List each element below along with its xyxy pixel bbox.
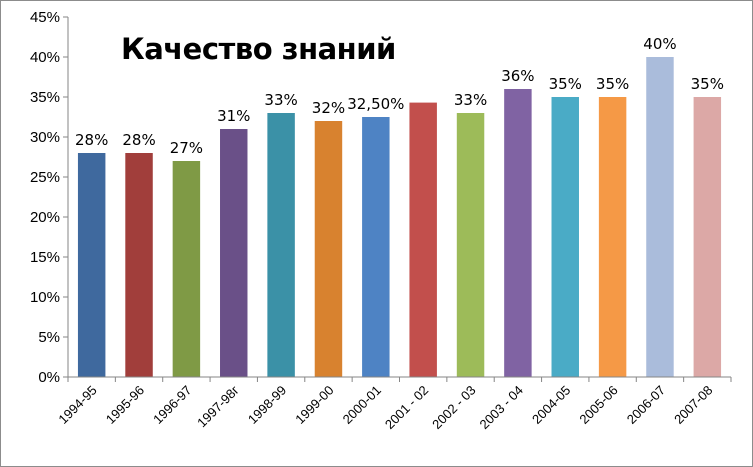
x-tick-label: 1994-95 <box>55 383 99 427</box>
x-axis: 1994-95 1995-96 1996-97 1997-98г 1998-99 1999… <box>55 376 732 432</box>
bar <box>456 113 485 377</box>
data-labels: 28% 28% 27% 31% 33% 32% 32,50% 33% 36% 35% 35% 40% 3… <box>75 35 724 157</box>
bar <box>598 97 627 377</box>
x-tick-label: 1995-96 <box>103 383 147 427</box>
bar <box>693 97 722 377</box>
bar <box>220 129 248 377</box>
y-tick-label: 0% <box>38 369 60 386</box>
y-tick-label: 25% <box>30 169 60 186</box>
bar <box>362 117 390 377</box>
data-label: 28% <box>122 131 155 149</box>
x-tick-label: 2002 - 03 <box>429 383 478 432</box>
data-label: 27% <box>170 139 203 157</box>
y-tick-label: 30% <box>30 129 60 146</box>
y-axis: 0% 5% 10% 15% 20% 25% 30% 35% 40% 45% <box>30 9 69 386</box>
y-tick-label: 20% <box>30 209 60 226</box>
data-label: 28% <box>75 131 108 149</box>
x-tick-label: 2004-05 <box>529 383 573 427</box>
data-label: 36% <box>501 67 534 85</box>
y-tick-label: 45% <box>30 9 60 26</box>
data-label: 32% <box>312 99 345 117</box>
bar <box>409 102 437 377</box>
bar <box>267 113 295 377</box>
x-tick-label: 2007-08 <box>671 383 715 427</box>
y-tick-label: 40% <box>30 49 60 66</box>
data-label: 31% <box>217 107 250 125</box>
data-label: 33% <box>454 91 487 109</box>
data-label: 35% <box>596 75 629 93</box>
bar <box>504 89 532 377</box>
x-tick-label: 1997-98г <box>194 382 242 430</box>
data-label: 35% <box>549 75 582 93</box>
data-label: 32,50% <box>347 95 404 113</box>
bar <box>172 161 201 377</box>
data-label: 40% <box>643 35 676 53</box>
bar <box>646 57 674 377</box>
data-label: 35% <box>691 75 724 93</box>
x-tick-label: 2006-07 <box>624 383 668 427</box>
data-label: 33% <box>264 91 297 109</box>
bars <box>77 57 722 377</box>
y-tick-label: 5% <box>38 329 60 346</box>
x-tick-label: 1999-00 <box>292 383 336 427</box>
bar <box>125 153 153 377</box>
chart-title: Качество знаний <box>121 32 396 66</box>
bar <box>551 97 579 377</box>
y-tick-label: 35% <box>30 89 60 106</box>
x-tick-label: 1998-99 <box>245 383 289 427</box>
x-tick-label: 2000-01 <box>340 383 384 427</box>
x-tick-label: 2003 - 04 <box>477 383 526 432</box>
x-tick-label: 2005-06 <box>576 383 620 427</box>
y-tick-label: 15% <box>30 249 60 266</box>
bar <box>77 153 106 377</box>
bar <box>314 121 343 377</box>
x-tick-label: 2001 - 02 <box>382 383 431 432</box>
x-tick-label: 1996-97 <box>150 383 194 427</box>
y-tick-label: 10% <box>30 289 60 306</box>
